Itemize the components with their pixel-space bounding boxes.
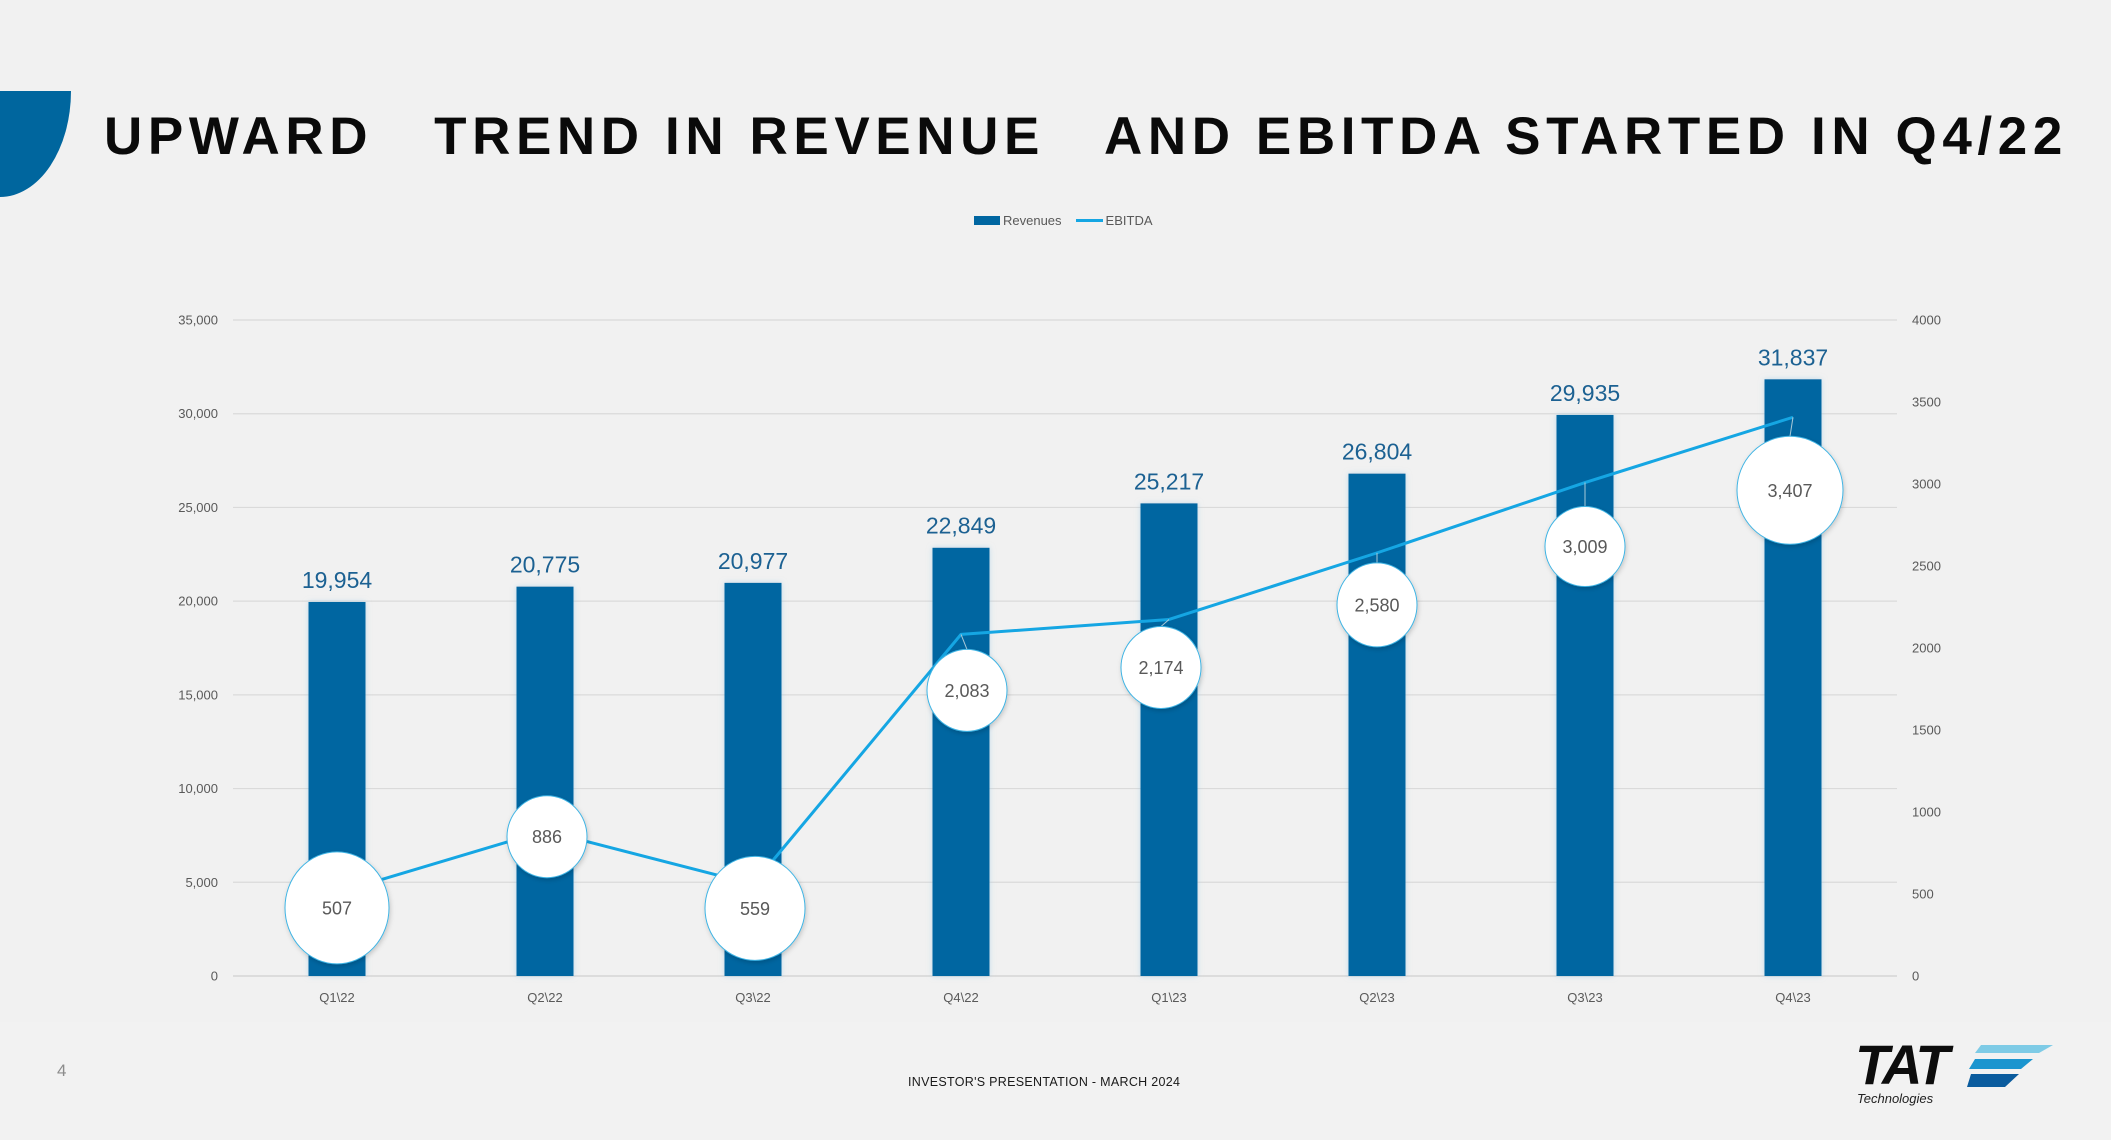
revenue-value-label: 31,837 <box>1758 344 1828 370</box>
revenue-value-label: 20,977 <box>718 548 788 574</box>
logo-subtitle: Technologies <box>1857 1091 1934 1106</box>
ebitda-leader-line <box>1160 619 1170 627</box>
left-axis-tick-label: 25,000 <box>178 500 218 515</box>
right-axis-tick-label: 0 <box>1912 969 1919 984</box>
right-axis-tick-label: 1500 <box>1912 723 1941 738</box>
left-axis-ticks: 0 5,000 10,000 15,000 20,000 25,000 30,000 35,0… <box>178 313 218 984</box>
left-axis-tick-label: 0 <box>211 969 218 984</box>
revenue-bar <box>1348 473 1406 976</box>
revenue-bar <box>932 547 990 976</box>
left-axis-tick-label: 20,000 <box>178 594 218 609</box>
revenue-value-label: 19,954 <box>302 567 373 593</box>
left-axis-tick-label: 10,000 <box>178 781 218 796</box>
slide-title: UPWARD TREND IN REVENUE AND EBITDA START… <box>104 107 2068 166</box>
ebitda-value-label: 2,083 <box>944 681 989 701</box>
left-axis-tick-label: 5,000 <box>185 875 218 890</box>
category-label: Q3\23 <box>1567 990 1602 1005</box>
ebitda-callout-circle <box>284 851 390 965</box>
revenue-value-label: 26,804 <box>1342 439 1413 465</box>
ebitda-value-label: 3,009 <box>1562 537 1607 557</box>
category-label: Q4\23 <box>1775 990 1810 1005</box>
category-label: Q2\22 <box>527 990 562 1005</box>
revenue-value-label: 29,935 <box>1550 380 1620 406</box>
revenue-bars <box>308 379 1822 976</box>
ebitda-leader-line <box>960 634 968 650</box>
category-label: Q1\23 <box>1151 990 1186 1005</box>
left-axis-tick-label: 30,000 <box>178 406 218 421</box>
ebitda-leader-line <box>1789 417 1794 437</box>
category-labels: Q1\22 Q2\22 Q3\22 Q4\22 Q1\23 Q2\23 Q3\23 Q4\23 <box>319 990 1810 1005</box>
category-label: Q4\22 <box>943 990 978 1005</box>
revenue-value-label: 25,217 <box>1134 468 1204 494</box>
left-axis-tick-label: 35,000 <box>178 313 218 328</box>
ebitda-value-label: 2,580 <box>1354 595 1399 615</box>
legend-revenues-swatch <box>974 215 1000 225</box>
left-axis-tick-label: 15,000 <box>178 687 218 702</box>
right-axis-tick-label: 4000 <box>1912 313 1941 328</box>
ebitda-value-label: 2,174 <box>1138 658 1183 678</box>
right-axis-tick-label: 2500 <box>1912 559 1941 574</box>
revenue-value-label: 20,775 <box>510 552 580 578</box>
page-number: 4 <box>57 1061 67 1080</box>
revenue-value-labels: 19,954 20,775 20,977 22,849 25,217 26,804 29,9… <box>302 344 1828 593</box>
logo-wing-icon <box>1967 1045 2053 1087</box>
ebitda-value-label: 886 <box>532 827 562 847</box>
right-axis-tick-label: 500 <box>1912 887 1934 902</box>
company-logo: TAT Technologies <box>1855 1037 2053 1111</box>
right-axis-tick-label: 1000 <box>1912 805 1941 820</box>
chart-legend: Revenues EBITDA <box>974 210 1153 230</box>
ebitda-callout-circle <box>704 855 806 961</box>
ebitda-callout-circle <box>506 795 588 879</box>
gridlines <box>233 319 1897 977</box>
right-axis-tick-label: 3500 <box>1912 395 1941 410</box>
category-label: Q1\22 <box>319 990 354 1005</box>
ebitda-value-labels: 507 886 559 2,083 2,174 2,580 3,009 3,407 <box>284 417 1844 965</box>
right-axis-ticks: 0 500 1000 1500 2000 2500 3000 3500 4000 <box>1912 313 1941 984</box>
ebitda-callout-circle <box>1336 562 1418 648</box>
category-label: Q3\22 <box>735 990 770 1005</box>
legend-revenues-label: Revenues <box>1003 212 1062 228</box>
ebitda-callout-circle <box>1120 625 1202 709</box>
revenue-value-label: 22,849 <box>926 513 996 539</box>
footer-text: INVESTOR'S PRESENTATION - MARCH 2024 <box>908 1075 1181 1089</box>
category-label: Q2\23 <box>1359 990 1394 1005</box>
revenue-bar <box>1140 503 1198 976</box>
right-axis-tick-label: 2000 <box>1912 641 1941 656</box>
revenue-bar <box>516 586 574 976</box>
right-axis-tick-label: 3000 <box>1912 477 1941 492</box>
logo-wordmark: TAT <box>1855 1033 1950 1096</box>
ebitda-value-label: 3,407 <box>1767 481 1812 501</box>
ebitda-callout-circle <box>1544 506 1626 588</box>
ebitda-callout-circle <box>1736 435 1844 545</box>
ebitda-value-label: 559 <box>740 899 770 919</box>
ebitda-callout-circle <box>926 648 1008 732</box>
legend-ebitda-swatch <box>1075 218 1103 222</box>
legend-ebitda-label: EBITDA <box>1105 212 1153 228</box>
ebitda-value-label: 507 <box>322 898 352 918</box>
